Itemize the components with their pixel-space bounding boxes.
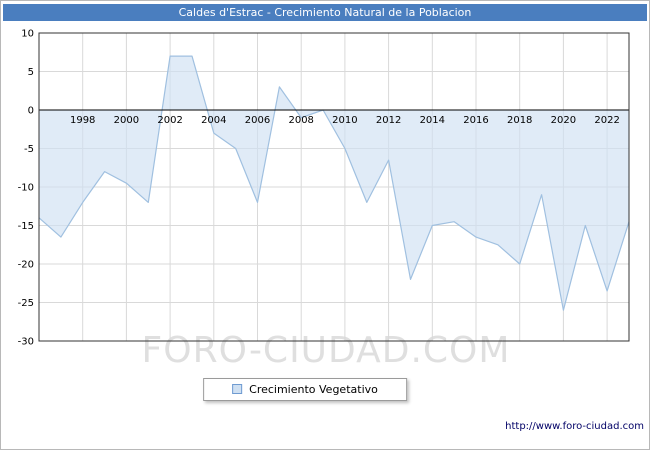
legend-marker-icon (232, 384, 243, 394)
footer-url: http://www.foro-ciudad.com (505, 421, 644, 432)
x-tick-label: 2014 (420, 115, 445, 126)
legend: Crecimiento Vegetativo (203, 378, 407, 401)
y-tick-label: -10 (18, 183, 34, 194)
y-tick-label: -20 (18, 260, 34, 271)
plot-border (38, 32, 630, 342)
x-tick-label: 2008 (288, 115, 313, 126)
y-tick-label: -15 (18, 221, 34, 232)
x-tick-label: 2004 (201, 115, 226, 126)
chart-title: Caldes d'Estrac - Crecimiento Natural de… (3, 4, 647, 21)
x-tick-label: 2012 (376, 115, 401, 126)
y-tick-label: -5 (24, 144, 34, 155)
x-tick-label: 2006 (245, 115, 270, 126)
y-tick-label: 5 (28, 67, 34, 78)
x-tick-label: 2000 (114, 115, 139, 126)
x-axis-labels: 1998 2000 2002 2004 2006 2008 2010 2012 2014 2016… (70, 115, 620, 126)
legend-label: Crecimiento Vegetativo (249, 383, 378, 396)
crecimiento-natural-chart: 1998 2000 2002 2004 2006 2008 2010 2012 2014 2016… (18, 29, 630, 348)
y-tick-label: 10 (21, 29, 34, 40)
x-tick-label: 2016 (463, 115, 488, 126)
x-tick-label: 2020 (551, 115, 576, 126)
y-tick-label: 0 (28, 106, 34, 117)
y-tick-label: -25 (18, 298, 34, 309)
series-area (39, 56, 629, 311)
y-axis-labels: 10 5 0 -5 -10 -15 -20 -25 -30 (18, 29, 34, 348)
x-tick-label: 2002 (157, 115, 182, 126)
x-tick-label: 1998 (70, 115, 95, 126)
watermark: FORO-CIUDAD.COM (141, 330, 511, 371)
x-tick-label: 2022 (594, 115, 619, 126)
x-tick-label: 2018 (507, 115, 532, 126)
x-tick-label: 2010 (332, 115, 357, 126)
series-line (38, 55, 630, 311)
y-tick-label: -30 (18, 337, 34, 348)
